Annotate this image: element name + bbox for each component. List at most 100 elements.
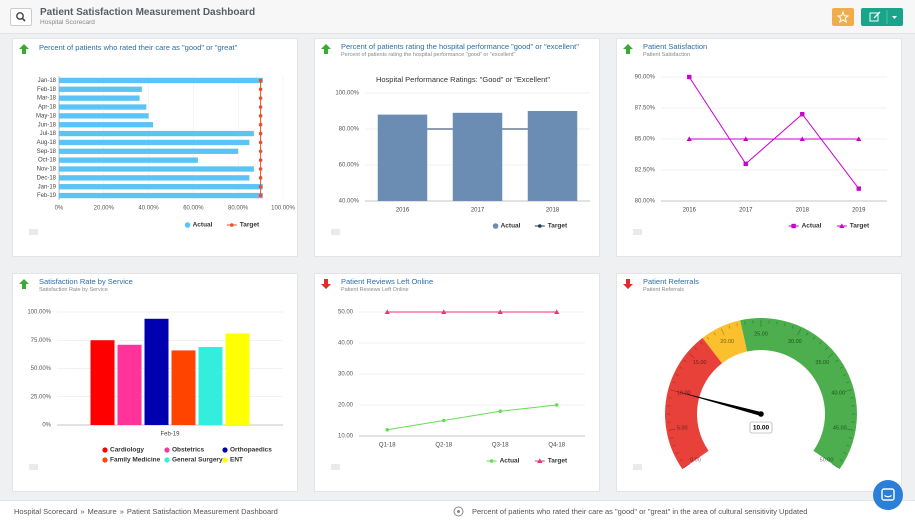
y-tick-label: 40.00 (338, 341, 354, 347)
x-tick-label: 2017 (471, 208, 485, 214)
chat-button[interactable] (872, 479, 904, 511)
y-tick-label: 10.00 (338, 434, 354, 440)
point-marker (442, 419, 446, 423)
point-marker (259, 96, 263, 100)
point-marker (259, 114, 263, 118)
legend-label: Actual (501, 223, 521, 230)
x-tick-label: Q3-18 (492, 443, 509, 449)
gauge-tick-label: 40.00 (831, 391, 845, 397)
legend-label: General Surgery (172, 457, 223, 464)
x-tick-label: 60.00% (183, 206, 204, 212)
panel-subtitle: Satisfaction Rate by Service (39, 287, 108, 293)
point-marker (259, 123, 263, 127)
point-marker (538, 224, 542, 228)
y-tick-label: 87.50% (635, 106, 656, 112)
bar (59, 149, 238, 154)
bar (118, 345, 142, 425)
value-label: 10.00 (753, 425, 770, 432)
chart-panel: Percent of patients rating the hospital … (314, 38, 600, 257)
legend-label: ENT (230, 457, 243, 464)
bar (59, 175, 249, 180)
bar (59, 78, 263, 83)
breadcrumb-item[interactable]: Hospital Scorecard (14, 507, 77, 516)
panel-subtitle: Patient Reviews Left Online (341, 287, 409, 293)
point-marker (259, 149, 263, 153)
bar (59, 131, 254, 136)
x-tick-label: 2017 (739, 208, 753, 214)
y-tick-label: 100.00% (27, 310, 51, 316)
legend-label: Actual (802, 223, 822, 230)
gauge-tick-label: 45.00 (833, 425, 847, 431)
info-icon (453, 506, 464, 517)
gauge-tick-label: 5.00 (677, 425, 688, 431)
search-icon (11, 9, 31, 25)
header-bar: Patient Satisfaction Measurement Dashboa… (0, 0, 915, 34)
x-tick-label: Q1-18 (379, 443, 396, 449)
y-tick-label: 90.00% (635, 75, 656, 81)
point-marker (490, 459, 494, 463)
legend-label: Actual (193, 222, 213, 229)
bar (59, 113, 149, 118)
legend-label: Orthopaedics (230, 447, 272, 454)
y-tick-label: Jul-18 (40, 131, 57, 137)
legend-symbol (222, 457, 227, 462)
point-marker (259, 158, 263, 162)
panel-title: Percent of patients who rated their care… (39, 43, 238, 52)
gauge-tick-label: 50.00 (820, 457, 834, 463)
bar (378, 115, 428, 201)
legend-label: Target (850, 223, 870, 230)
page-title: Patient Satisfaction Measurement Dashboa… (40, 7, 255, 18)
series-line (689, 77, 859, 189)
y-tick-label: 20.00 (338, 403, 354, 409)
point-marker (259, 105, 263, 109)
chart-panel: Percent of patients who rated their care… (12, 38, 298, 257)
favorite-button[interactable] (832, 8, 854, 26)
x-tick-label: 0% (55, 206, 64, 212)
notification-text: Percent of patients who rated their care… (472, 507, 807, 516)
y-tick-label: Oct-18 (38, 158, 57, 164)
trend-up-arrow (623, 44, 633, 54)
legend-label: Obstetrics (172, 447, 205, 454)
y-tick-label: Apr-18 (38, 105, 57, 111)
y-tick-label: 75.00% (31, 338, 52, 344)
point-marker (259, 132, 263, 136)
bar (59, 95, 140, 100)
bar (59, 122, 153, 127)
y-tick-label: Feb-18 (37, 87, 57, 93)
y-tick-label: 40.00% (339, 199, 360, 205)
edit-icon (861, 8, 903, 26)
breadcrumb-item[interactable]: Measure (88, 507, 117, 516)
breadcrumb-item[interactable]: Patient Satisfaction Measurement Dashboa… (127, 507, 278, 516)
legend-label: Actual (500, 458, 520, 465)
trend-up-arrow (19, 44, 29, 54)
x-tick-label: 40.00% (138, 206, 159, 212)
point-marker (687, 75, 691, 79)
point-marker (498, 409, 502, 413)
x-tick-label: 2016 (683, 208, 697, 214)
panel-title: Patient Reviews Left Online (341, 277, 433, 286)
point-marker (259, 167, 263, 171)
y-tick-label: Mar-18 (37, 96, 57, 102)
y-tick-label: 0% (42, 423, 51, 429)
legend-symbol (222, 447, 227, 452)
point-marker (800, 112, 804, 116)
y-tick-label: 30.00 (338, 372, 354, 378)
panel-title: Percent of patients rating the hospital … (341, 42, 579, 51)
y-tick-label: 82.50% (635, 168, 656, 174)
breadcrumb-separator: » (80, 507, 84, 516)
chart-inner-title: Hospital Performance Ratings: "Good" or … (376, 75, 550, 84)
x-tick-label: 2018 (546, 208, 560, 214)
edit-button[interactable] (861, 8, 903, 26)
y-tick-label: 50.00 (338, 310, 354, 316)
search-button[interactable] (10, 8, 32, 26)
x-tick-label: 2016 (396, 208, 410, 214)
legend-label: Cardiology (110, 447, 144, 454)
gauge-tick-label: 35.00 (815, 360, 829, 366)
y-tick-label: 50.00% (31, 366, 52, 372)
gauge-pivot (758, 411, 764, 417)
bar (453, 113, 503, 201)
y-tick-label: Aug-18 (37, 140, 57, 146)
